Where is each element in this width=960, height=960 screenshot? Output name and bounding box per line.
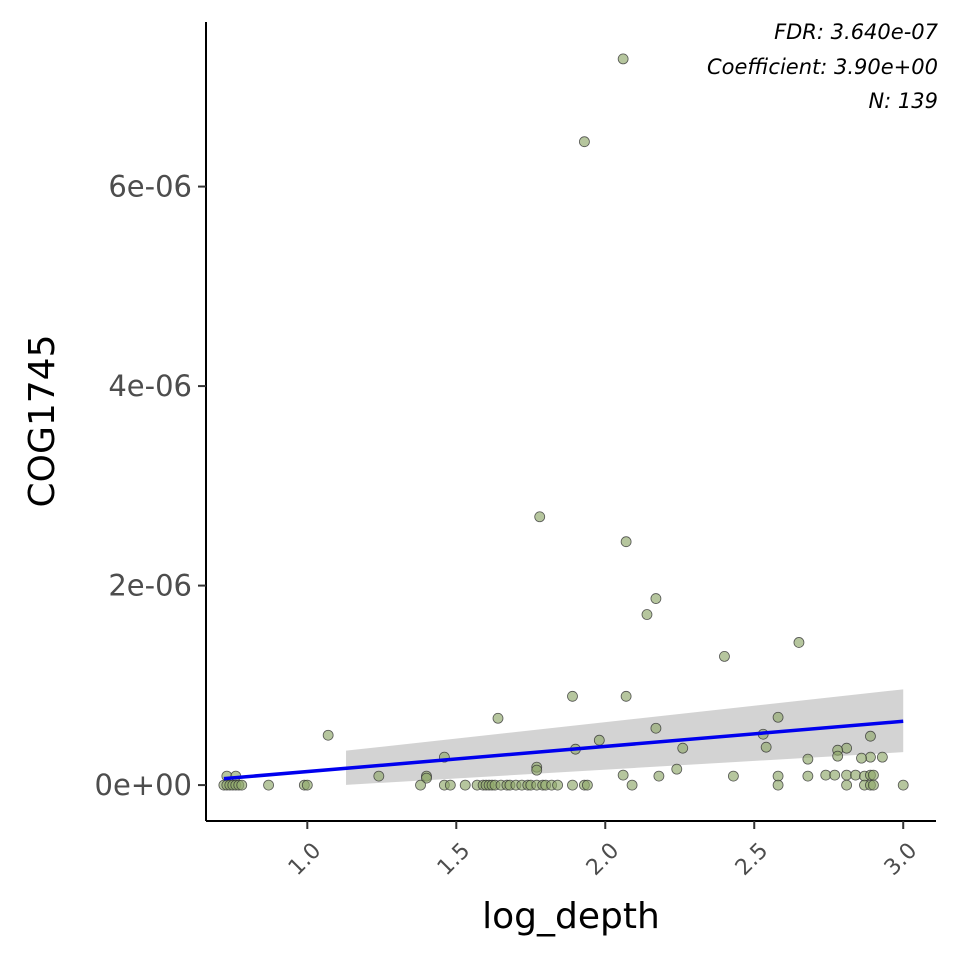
data-point-35 bbox=[617, 769, 629, 781]
fdr-annotation: FDR: 3.640e-07 bbox=[774, 20, 939, 44]
confidence-band bbox=[346, 689, 904, 785]
data-point-6 bbox=[793, 637, 805, 648]
points-layer bbox=[218, 53, 909, 791]
x-axis-title: log_depth bbox=[482, 896, 660, 937]
y-tick-label-0: 0e+00 bbox=[95, 768, 193, 802]
regression-line bbox=[223, 719, 904, 781]
data-point-4 bbox=[650, 593, 662, 604]
data-point-55 bbox=[263, 779, 274, 791]
data-point-11 bbox=[492, 712, 504, 724]
data-point-79 bbox=[552, 779, 563, 791]
data-point-89 bbox=[897, 779, 909, 791]
data-point-5 bbox=[641, 609, 653, 620]
data-point-24 bbox=[876, 751, 888, 763]
data-point-20 bbox=[841, 742, 853, 754]
y-axis-title: COG1745 bbox=[22, 335, 63, 508]
data-point-7 bbox=[719, 651, 730, 662]
data-point-10 bbox=[772, 711, 784, 723]
data-point-43 bbox=[850, 769, 861, 781]
data-point-1 bbox=[579, 136, 590, 148]
data-point-60 bbox=[444, 779, 456, 791]
data-point-2 bbox=[534, 511, 546, 523]
data-point-9 bbox=[620, 690, 632, 702]
data-point-57 bbox=[301, 779, 313, 791]
data-point-14 bbox=[322, 729, 334, 741]
data-point-16 bbox=[593, 734, 605, 746]
data-point-26 bbox=[802, 753, 814, 765]
confidence-band-layer bbox=[346, 689, 904, 785]
data-point-22 bbox=[832, 750, 844, 762]
data-point-39 bbox=[802, 770, 814, 782]
data-point-30 bbox=[671, 763, 683, 775]
data-point-88 bbox=[868, 779, 879, 791]
data-point-3 bbox=[620, 536, 632, 548]
y-tick-label-3: 6e-06 bbox=[108, 170, 192, 204]
data-point-54 bbox=[236, 779, 248, 791]
data-point-33 bbox=[373, 770, 385, 782]
data-point-18 bbox=[677, 742, 689, 754]
data-point-29 bbox=[531, 764, 543, 776]
data-point-0 bbox=[617, 53, 629, 65]
regression-line-layer bbox=[223, 719, 904, 781]
data-point-84 bbox=[772, 779, 784, 791]
data-point-37 bbox=[727, 770, 739, 782]
data-point-41 bbox=[829, 769, 841, 781]
data-point-23 bbox=[865, 751, 876, 763]
data-point-42 bbox=[841, 769, 853, 781]
n-annotation: N: 139 bbox=[868, 89, 938, 113]
data-point-85 bbox=[841, 779, 853, 791]
data-point-15 bbox=[865, 730, 876, 742]
y-ticks: 0e+00 2e-06 4e-06 6e-06 bbox=[95, 170, 206, 802]
data-point-61 bbox=[459, 779, 471, 791]
data-point-46 bbox=[868, 769, 879, 781]
x-tick-label-2: 2.0 bbox=[582, 838, 624, 880]
data-point-8 bbox=[567, 690, 578, 702]
data-point-47 bbox=[421, 772, 432, 784]
data-point-17 bbox=[760, 741, 772, 753]
x-tick-label-4: 3.0 bbox=[880, 838, 922, 880]
data-point-38 bbox=[772, 770, 784, 782]
data-point-36 bbox=[653, 770, 665, 782]
x-tick-label-1: 1.5 bbox=[433, 838, 475, 880]
y-tick-label-2: 4e-06 bbox=[108, 369, 192, 403]
x-tick-label-0: 1.0 bbox=[284, 838, 326, 880]
data-point-83 bbox=[626, 779, 638, 791]
x-ticks: 1.0 1.5 2.0 2.5 3.0 bbox=[284, 821, 922, 881]
data-point-58 bbox=[415, 779, 426, 791]
data-point-40 bbox=[820, 769, 832, 781]
data-point-12 bbox=[650, 722, 662, 734]
data-point-80 bbox=[567, 779, 578, 791]
data-point-25 bbox=[856, 752, 867, 764]
y-tick-label-1: 2e-06 bbox=[108, 569, 192, 603]
data-point-82 bbox=[581, 779, 593, 791]
coefficient-annotation: Coefficient: 3.90e+00 bbox=[707, 55, 938, 79]
x-tick-label-3: 2.5 bbox=[731, 838, 773, 880]
